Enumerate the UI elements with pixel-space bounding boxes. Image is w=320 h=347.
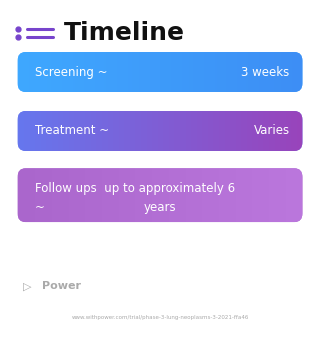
Text: Screening ~: Screening ~: [35, 66, 108, 78]
Text: ~: ~: [35, 201, 45, 213]
Text: 3 weeks: 3 weeks: [241, 66, 290, 78]
Text: Treatment ~: Treatment ~: [35, 125, 109, 137]
Text: Power: Power: [42, 281, 81, 291]
FancyBboxPatch shape: [18, 52, 302, 92]
Text: Varies: Varies: [253, 125, 290, 137]
Text: Timeline: Timeline: [64, 21, 185, 45]
Text: Follow ups  up to approximately 6: Follow ups up to approximately 6: [35, 182, 235, 195]
Text: ▷: ▷: [23, 281, 31, 291]
FancyBboxPatch shape: [18, 168, 302, 222]
Text: www.withpower.com/trial/phase-3-lung-neoplasms-3-2021-ffa46: www.withpower.com/trial/phase-3-lung-neo…: [71, 315, 249, 320]
FancyBboxPatch shape: [18, 111, 302, 151]
Text: years: years: [144, 201, 176, 213]
